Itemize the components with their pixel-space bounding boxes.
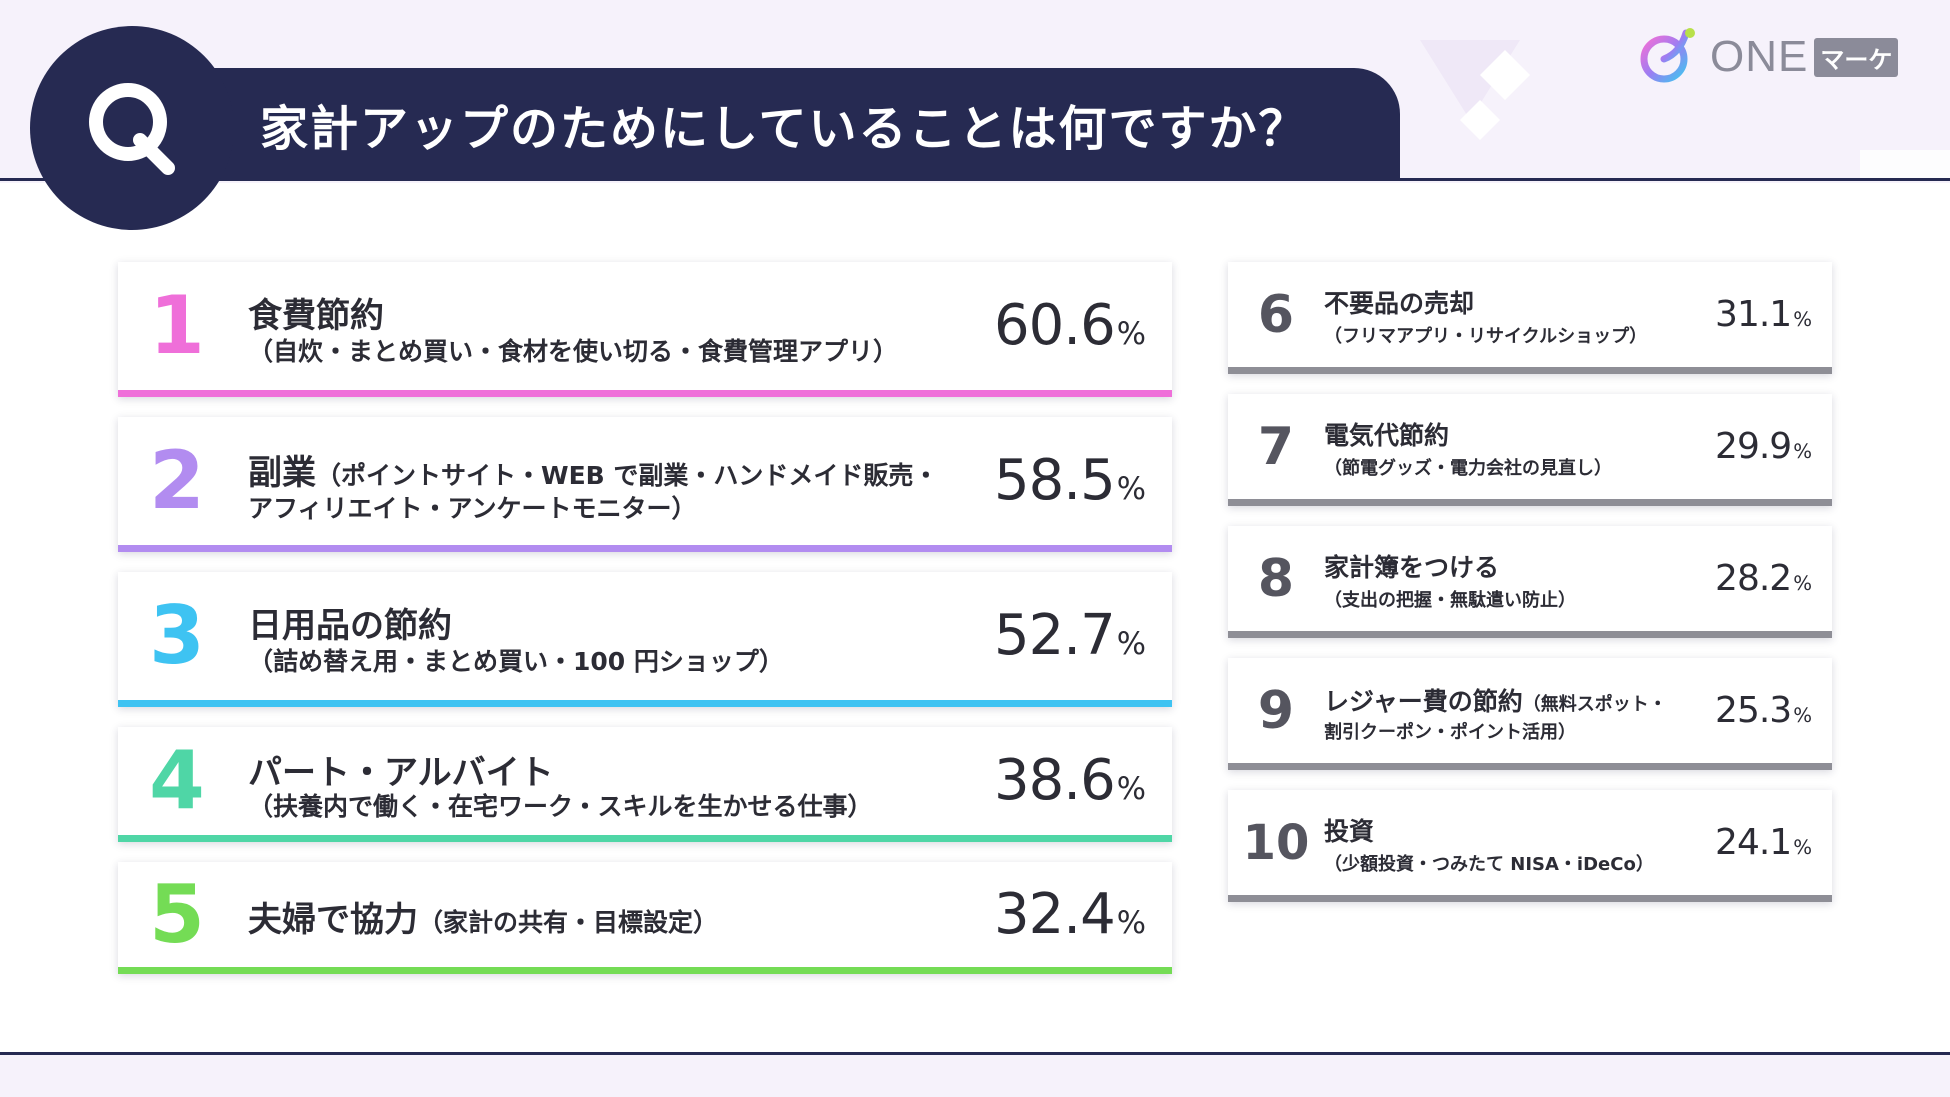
percentage-value: 29.9 [1715,425,1792,467]
percentage-unit: % [1793,835,1812,859]
item-detail-line1: （無料スポット・ [1522,694,1667,715]
rank-number: 1 [149,279,205,372]
item-detail: （家計の共有・目標設定） [418,908,719,937]
percentage-unit: % [1116,626,1146,662]
item-percentage: 38.6% [994,747,1146,823]
page-title: 家計アップのためにしていることは何ですか？ [260,101,1309,157]
rank-number: 8 [1257,548,1295,609]
item-percentage: 24.1% [1715,821,1812,870]
percentage-value: 25.3 [1715,689,1792,731]
item-detail: （自炊・まとめ買い・食材を使い切る・食費管理アプリ） [248,337,899,366]
rank-card-1: 1 （自炊・まとめ買い・食材を使い切る・食費管理アプリ） 食費節約 60.6% [118,262,1172,397]
rank-card-underline [1228,367,1832,374]
rank-card-underline [1228,499,1832,506]
rank-card-4: 4 （扶養内で働く・在宅ワーク・スキルを生かせる仕事） パート・アルバイト 38.6% [118,727,1172,842]
item-detail: （フリマアプリ・リサイクルショップ） [1324,326,1648,347]
item-detail: （節電グッズ・電力会社の見直し） [1324,458,1612,479]
item-percentage: 29.9% [1715,425,1812,474]
rank-card-10: 10 （少額投資・つみたて NISA・iDeCo） 投資 24.1% [1228,790,1832,902]
rank-number: 2 [149,434,205,527]
rank-card-underline [118,700,1172,707]
item-label: 家計簿をつける [1324,553,1500,582]
rank-card-underline [118,545,1172,552]
item-detail: （詰め替え用・まとめ買い・100 円ショップ） [248,647,784,676]
item-label: 投資 [1324,817,1375,846]
item-detail-line1: （ポイントサイト・WEB で副業・ハンドメイド販売・ [316,461,939,490]
item-percentage: 58.5% [994,447,1146,523]
rank-card-6: 6 （フリマアプリ・リサイクルショップ） 不要品の売却 31.1% [1228,262,1832,374]
item-label: 日用品の節約 [248,606,452,646]
rank-card-underline [118,967,1172,974]
percentage-value: 24.1 [1715,821,1792,863]
brand-name: ONE [1710,32,1809,81]
percentage-unit: % [1116,316,1146,352]
item-label-text: レジャー費の節約 [1324,687,1523,716]
item-percentage: 52.7% [994,602,1146,678]
rank-number: 9 [1257,680,1295,741]
item-label: レジャー費の節約（無料スポット・ [1324,682,1667,718]
q-letter-icon [89,83,175,175]
brand-swirl-icon [1640,28,1695,83]
title-bar [120,68,1400,180]
percentage-unit: % [1793,571,1812,595]
item-label: 食費節約 [248,296,384,336]
percentage-value: 32.4 [994,881,1116,947]
item-percentage: 31.1% [1715,293,1812,342]
item-label: 不要品の売却 [1324,289,1475,318]
item-label-text: 夫婦で協力 [248,900,418,940]
item-percentage: 60.6% [994,292,1146,368]
rank-number: 6 [1257,284,1295,345]
item-label: パート・アルバイト [248,753,554,793]
brand-logo: ONE マーケ [1636,26,1899,88]
item-detail: （少額投資・つみたて NISA・iDeCo） [1324,854,1654,875]
percentage-value: 31.1 [1715,293,1792,335]
percentage-unit: % [1116,904,1146,941]
rank-number: 10 [1242,814,1310,871]
item-label-text: 副業 [248,453,316,493]
item-percentage: 25.3% [1715,689,1812,738]
item-percentage: 28.2% [1715,557,1812,606]
rank-card-underline [118,835,1172,842]
item-label: 電気代節約 [1324,421,1450,450]
item-detail-line2: アフィリエイト・アンケートモニター） [248,494,697,523]
item-label: 副業（ポイントサイト・WEB で副業・ハンドメイド販売・ [248,445,938,494]
rank-number: 5 [149,867,205,961]
rank-card-8: 8 （支出の把握・無駄遣い防止） 家計簿をつける 28.2% [1228,526,1832,638]
rank-card-7: 7 （節電グッズ・電力会社の見直し） 電気代節約 29.9% [1228,394,1832,506]
q-badge [30,26,234,230]
percentage-value: 60.6 [994,293,1116,358]
rank-card-3: 3 （詰め替え用・まとめ買い・100 円ショップ） 日用品の節約 52.7% [118,572,1172,707]
percentage-unit: % [1793,703,1812,727]
percentage-unit: % [1793,307,1812,331]
rank-card-underline [1228,631,1832,638]
percentage-value: 38.6 [994,748,1116,813]
rank-number: 4 [149,734,205,827]
rank-card-underline [1228,763,1832,770]
item-detail-line2: 割引クーポン・ポイント活用） [1324,722,1576,743]
item-percentage: 32.4% [994,881,1146,957]
rank-card-underline [118,390,1172,397]
brand-badge: マーケ [1814,37,1899,77]
percentage-unit: % [1116,771,1146,807]
percentage-value: 28.2 [1715,557,1792,599]
item-detail: （支出の把握・無駄遣い防止） [1324,590,1576,611]
rank-card-underline [1228,895,1832,902]
rank-card-2: 2 アフィリエイト・アンケートモニター） 副業（ポイントサイト・WEB で副業・ハン… [118,417,1172,552]
rank-number: 3 [149,589,205,682]
footer-divider [0,1052,1950,1055]
rank-card-5: 5 夫婦で協力（家計の共有・目標設定） 32.4% [118,862,1172,974]
percentage-value: 58.5 [994,448,1116,513]
percentage-unit: % [1116,471,1146,507]
item-label: 夫婦で協力（家計の共有・目標設定） [248,892,718,941]
rank-number: 7 [1257,416,1295,477]
percentage-value: 52.7 [994,603,1116,668]
rank-card-9: 9 割引クーポン・ポイント活用） レジャー費の節約（無料スポット・ 25.3% [1228,658,1832,770]
item-detail: （扶養内で働く・在宅ワーク・スキルを生かせる仕事） [248,792,873,821]
percentage-unit: % [1793,439,1812,463]
